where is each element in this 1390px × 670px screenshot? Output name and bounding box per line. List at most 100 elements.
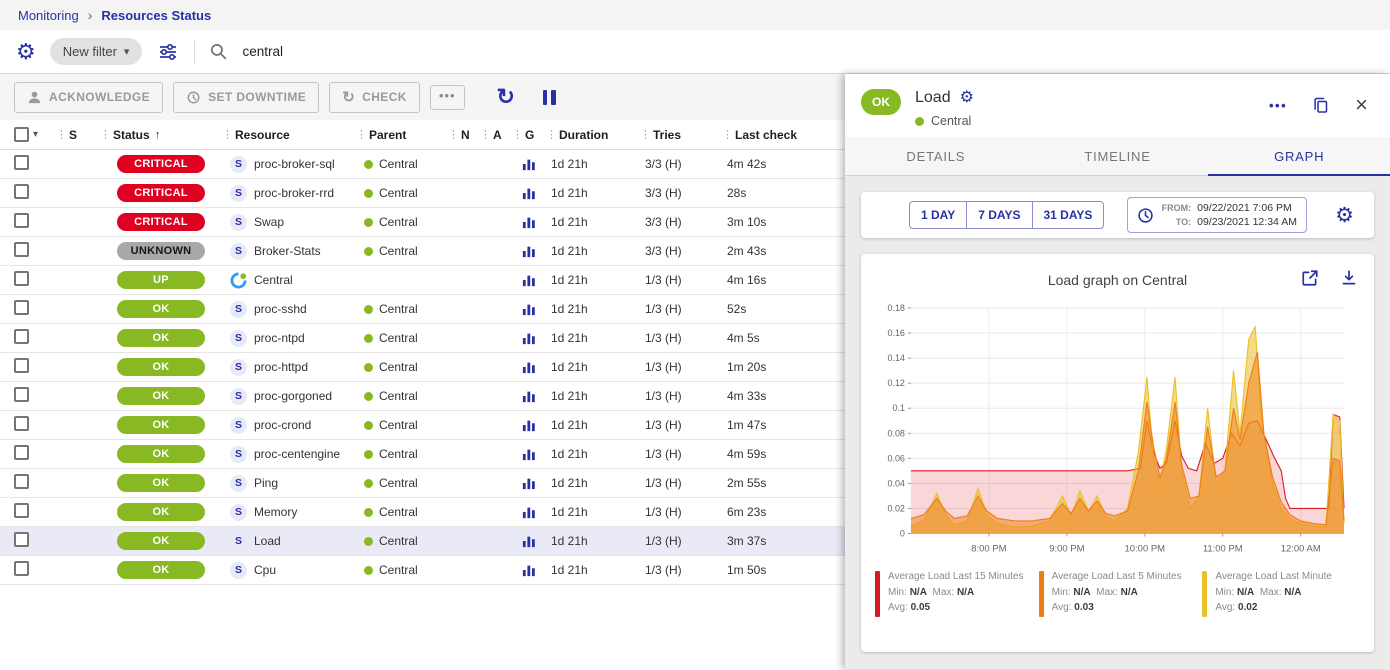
column-header-s[interactable]: ⋮ S — [56, 127, 78, 142]
column-header-n[interactable]: ⋮ N — [448, 127, 470, 142]
panel-more-button[interactable]: ••• — [1263, 97, 1293, 114]
graph-settings-gear-icon[interactable]: ⚙︎ — [1329, 204, 1360, 227]
row-checkbox[interactable] — [14, 358, 29, 373]
table-row[interactable]: OK S proc-httpd Central 1d 21h 1/3 (H) 1… — [0, 353, 845, 382]
select-all-checkbox[interactable] — [14, 127, 29, 142]
new-filter-dropdown[interactable]: New filter ▾ — [49, 38, 143, 65]
row-checkbox[interactable] — [14, 271, 29, 286]
parent-name[interactable]: Central — [379, 447, 418, 461]
column-header-duration[interactable]: ⋮ Duration — [546, 127, 609, 142]
search-input[interactable] — [240, 43, 1374, 60]
download-button[interactable] — [1338, 267, 1360, 289]
table-row[interactable]: OK S Memory Central 1d 21h 1/3 (H) 6m 23… — [0, 498, 845, 527]
column-header-a[interactable]: ⋮ A — [480, 127, 502, 142]
copy-link-button[interactable] — [1310, 94, 1332, 116]
tab-graph[interactable]: GRAPH — [1208, 137, 1390, 176]
parent-name[interactable]: Central — [379, 331, 418, 345]
table-row[interactable]: CRITICAL S proc-broker-sql Central 1d 21… — [0, 150, 845, 179]
table-row[interactable]: OK S Ping Central 1d 21h 1/3 (H) 2m 55s — [0, 469, 845, 498]
resource-name[interactable]: Memory — [254, 505, 298, 519]
row-checkbox[interactable] — [14, 184, 29, 199]
column-header-last-check[interactable]: ⋮ Last check — [722, 127, 798, 142]
table-row[interactable]: OK S proc-gorgoned Central 1d 21h 1/3 (H… — [0, 382, 845, 411]
table-row[interactable]: UNKNOWN S Broker-Stats Central 1d 21h 3/… — [0, 237, 845, 266]
graph-icon[interactable] — [522, 302, 536, 316]
column-header-resource[interactable]: ⋮ Resource — [222, 127, 290, 142]
from-to-picker[interactable]: FROM: 09/22/2021 7:06 PM TO: 09/23/2021 … — [1126, 197, 1307, 233]
graph-icon[interactable] — [522, 389, 536, 403]
parent-name[interactable]: Central — [379, 186, 418, 200]
resource-name[interactable]: proc-broker-sql — [254, 157, 335, 171]
parent-name[interactable]: Central — [379, 534, 418, 548]
table-row[interactable]: OK S Cpu Central 1d 21h 1/3 (H) 1m 50s — [0, 556, 845, 585]
row-checkbox[interactable] — [14, 532, 29, 547]
graph-icon[interactable] — [522, 157, 536, 171]
graph-icon[interactable] — [522, 447, 536, 461]
column-header-parent[interactable]: ⋮ Parent — [356, 127, 407, 142]
resource-name[interactable]: Load — [254, 534, 281, 548]
parent-name[interactable]: Central — [379, 360, 418, 374]
table-row[interactable]: OK S proc-sshd Central 1d 21h 1/3 (H) 52… — [0, 295, 845, 324]
graph-icon[interactable] — [522, 418, 536, 432]
more-actions-button[interactable]: ••• — [429, 84, 465, 110]
table-row[interactable]: CRITICAL S Swap Central 1d 21h 3/3 (H) 3… — [0, 208, 845, 237]
row-checkbox[interactable] — [14, 416, 29, 431]
resource-name[interactable]: proc-crond — [254, 418, 312, 432]
breadcrumb-monitoring[interactable]: Monitoring — [18, 7, 79, 23]
table-row[interactable]: OK S proc-centengine Central 1d 21h 1/3 … — [0, 440, 845, 469]
resource-name[interactable]: Central — [254, 273, 293, 287]
graph-icon[interactable] — [522, 534, 536, 548]
parent-name[interactable]: Central — [379, 157, 418, 171]
graph-icon[interactable] — [522, 186, 536, 200]
select-all-caret-icon[interactable]: ▾ — [33, 129, 39, 140]
breadcrumb-resources-status[interactable]: Resources Status — [101, 7, 212, 23]
row-checkbox[interactable] — [14, 213, 29, 228]
resource-name[interactable]: proc-broker-rrd — [254, 186, 335, 200]
advanced-filter-button[interactable] — [156, 40, 180, 64]
table-row[interactable]: OK S proc-ntpd Central 1d 21h 1/3 (H) 4m… — [0, 324, 845, 353]
resource-name[interactable]: Swap — [254, 215, 285, 229]
graph-icon[interactable] — [522, 476, 536, 490]
load-chart[interactable]: 0 0.02 0.04 0.06 0.08 0.1 0.12 0.14 0.16 0.18 8:00… — [875, 298, 1360, 559]
parent-name[interactable]: Central — [379, 244, 418, 258]
column-header-tries[interactable]: ⋮ Tries — [640, 127, 682, 142]
row-checkbox[interactable] — [14, 329, 29, 344]
parent-name[interactable]: Central — [379, 302, 418, 316]
tab-details[interactable]: DETAILS — [906, 149, 966, 164]
resource-name[interactable]: Broker-Stats — [254, 244, 321, 258]
row-checkbox[interactable] — [14, 445, 29, 460]
graph-icon[interactable] — [522, 244, 536, 258]
set-downtime-button[interactable]: SET DOWNTIME — [173, 81, 320, 113]
table-row[interactable]: OK S Load Central 1d 21h 1/3 (H) 3m 37s — [0, 527, 845, 556]
graph-icon[interactable] — [522, 360, 536, 374]
filter-settings-gear-icon[interactable]: ⚙︎ — [16, 38, 36, 64]
parent-name[interactable]: Central — [379, 418, 418, 432]
graph-icon[interactable] — [522, 505, 536, 519]
row-checkbox[interactable] — [14, 503, 29, 518]
close-icon[interactable]: × — [1349, 93, 1374, 117]
graph-icon[interactable] — [522, 331, 536, 345]
parent-name[interactable]: Central — [379, 563, 418, 577]
column-header-g[interactable]: ⋮ G — [512, 127, 535, 142]
row-checkbox[interactable] — [14, 242, 29, 257]
table-row[interactable]: OK S proc-crond Central 1d 21h 1/3 (H) 1… — [0, 411, 845, 440]
resource-name[interactable]: proc-sshd — [254, 302, 307, 316]
table-row[interactable]: UP S Central 1d 21h 1/3 (H) 4m 16s — [0, 266, 845, 295]
row-checkbox[interactable] — [14, 561, 29, 576]
range-button-31-days[interactable]: 31 DAYS — [1032, 201, 1105, 229]
resource-name[interactable]: Cpu — [254, 563, 277, 577]
resource-name[interactable]: proc-gorgoned — [254, 389, 333, 403]
acknowledge-button[interactable]: ACKNOWLEDGE — [14, 81, 164, 113]
range-button-7-days[interactable]: 7 DAYS — [967, 201, 1033, 229]
export-button[interactable] — [1299, 267, 1321, 289]
parent-name[interactable]: Central — [379, 215, 418, 229]
parent-name[interactable]: Central — [379, 505, 418, 519]
graph-icon[interactable] — [522, 563, 536, 577]
graph-icon[interactable] — [522, 273, 536, 287]
row-checkbox[interactable] — [14, 474, 29, 489]
row-checkbox[interactable] — [14, 155, 29, 170]
column-header-status[interactable]: ⋮ Status ↑ — [100, 127, 161, 142]
parent-name[interactable]: Central — [379, 476, 418, 490]
check-button[interactable]: ↻ CHECK — [329, 81, 420, 113]
row-checkbox[interactable] — [14, 387, 29, 402]
